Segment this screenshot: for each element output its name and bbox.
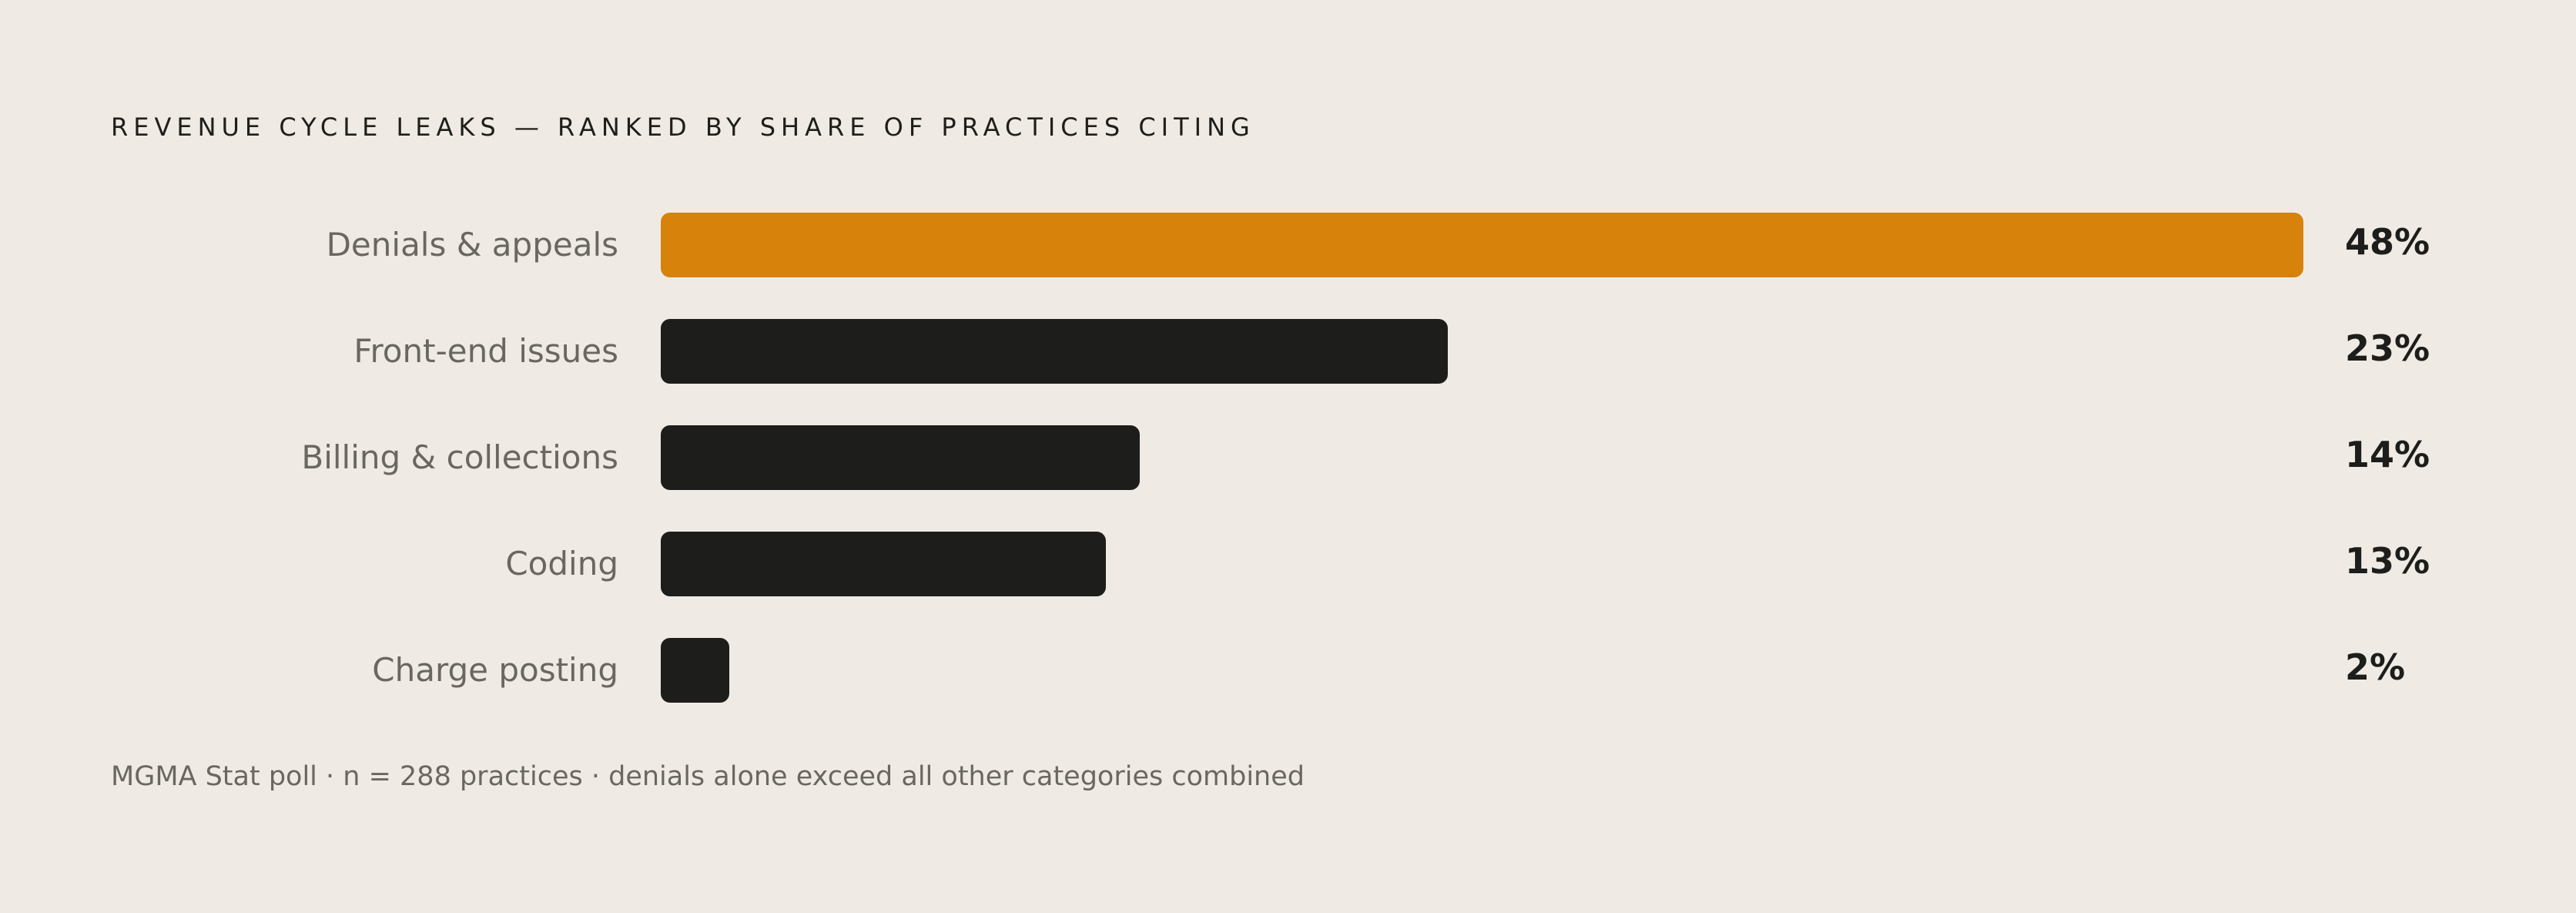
bar-row: Denials & appeals 48% — [0, 213, 2576, 277]
value-label: 14% — [2345, 434, 2430, 475]
category-label: Charge posting — [372, 651, 618, 689]
category-label: Denials & appeals — [326, 226, 618, 263]
category-label: Billing & collections — [301, 438, 618, 476]
bar-row: Front-end issues 23% — [0, 319, 2576, 384]
category-label: Front-end issues — [353, 332, 618, 370]
value-label: 13% — [2345, 540, 2430, 582]
bar — [661, 532, 1106, 596]
category-label: Coding — [505, 545, 618, 582]
bar — [661, 638, 729, 703]
chart-footnote: MGMA Stat poll · n = 288 practices · den… — [111, 761, 1305, 792]
value-label: 2% — [2345, 646, 2406, 688]
value-label: 23% — [2345, 327, 2430, 369]
bar — [661, 425, 1141, 490]
value-label: 48% — [2345, 221, 2430, 263]
bar-row: Charge posting 2% — [0, 638, 2576, 703]
bar-row: Billing & collections 14% — [0, 425, 2576, 490]
chart-title: REVENUE CYCLE LEAKS — RANKED BY SHARE OF… — [111, 112, 1255, 142]
bar — [661, 213, 2303, 277]
bar — [661, 319, 1449, 384]
bar-row: Coding 13% — [0, 532, 2576, 596]
